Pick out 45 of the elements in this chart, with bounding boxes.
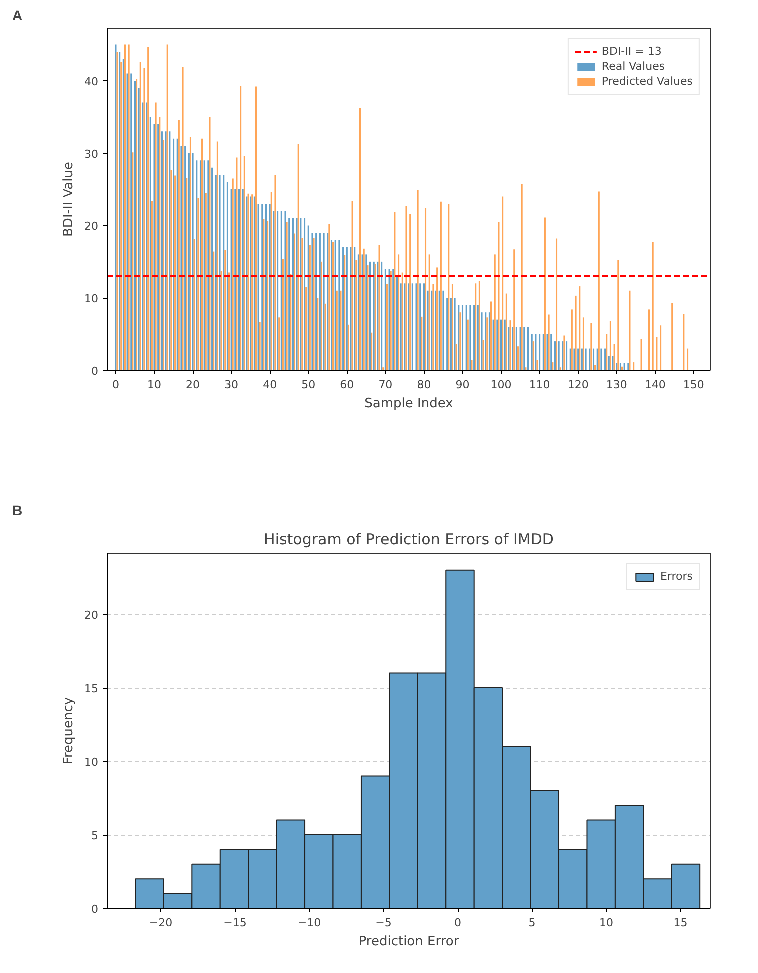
x-tick-label: 50 <box>302 378 316 392</box>
legend-label: Predicted Values <box>602 75 693 88</box>
y-tick-label: 5 <box>92 830 98 842</box>
x-tick-label: 30 <box>224 378 239 392</box>
y-tick-label: 10 <box>84 756 99 769</box>
y-tick-label: 0 <box>92 365 98 378</box>
x-tick-label: −10 <box>298 916 322 930</box>
legend-label: Real Values <box>602 60 666 73</box>
y-tick-label: 40 <box>84 75 99 88</box>
x-tick-label: −5 <box>376 916 392 930</box>
x-tick-label: 10 <box>600 916 614 930</box>
x-tick-label: −15 <box>224 916 247 930</box>
x-tick-label: 0 <box>454 916 462 930</box>
x-tick-label: 5 <box>528 916 536 930</box>
legend-label: Errors <box>660 570 693 583</box>
x-tick-label: −20 <box>149 916 173 930</box>
text: B <box>12 502 23 518</box>
x-tick-label: 130 <box>606 378 628 392</box>
x-tick-label: 110 <box>529 378 550 392</box>
text: A <box>12 8 23 24</box>
x-tick-label: 150 <box>683 378 704 392</box>
x-tick-label: 10 <box>148 378 162 392</box>
y-tick-label: 20 <box>84 609 99 622</box>
y-tick-label: 20 <box>84 220 99 234</box>
x-axis-title: Prediction Error <box>358 934 460 950</box>
x-tick-label: 15 <box>674 916 688 930</box>
x-tick-label: 80 <box>417 378 432 392</box>
x-tick-label: 40 <box>263 378 278 392</box>
y-axis-title: Frequency <box>62 697 77 765</box>
y-tick-label: 30 <box>84 148 99 161</box>
y-tick-label: 15 <box>84 682 99 696</box>
x-tick-label: 90 <box>456 378 470 392</box>
x-tick-label: 100 <box>490 378 512 392</box>
y-tick-label: 0 <box>92 903 98 916</box>
x-tick-label: 20 <box>186 378 200 392</box>
legend-label: BDI-II = 13 <box>602 45 662 58</box>
y-tick-label: 10 <box>84 292 99 306</box>
y-axis-title: BDI-II Value <box>62 162 77 237</box>
x-tick-label: 0 <box>112 378 120 392</box>
chart-title: Histogram of Prediction Errors of IMDD <box>264 530 554 548</box>
x-tick-label: 120 <box>568 378 589 392</box>
x-tick-label: 60 <box>340 378 354 392</box>
x-axis-title: Sample Index <box>364 396 454 412</box>
x-tick-label: 70 <box>378 378 393 392</box>
x-tick-label: 140 <box>644 378 666 392</box>
